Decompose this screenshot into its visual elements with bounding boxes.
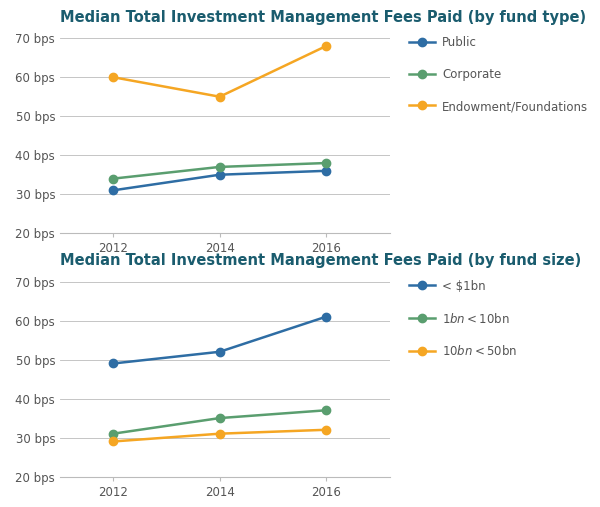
$1bn < $10bn (323, 407, 330, 413)
Public (216, 172, 223, 178)
Text: Median Total Investment Management Fees Paid (by fund size): Median Total Investment Management Fees … (60, 254, 581, 268)
Corporate (216, 164, 223, 170)
< $1bn (216, 349, 223, 355)
Text: Median Total Investment Management Fees Paid (by fund type): Median Total Investment Management Fees … (60, 10, 586, 25)
Public (110, 187, 117, 193)
Line: Corporate: Corporate (109, 159, 330, 183)
Line: $1bn < $10bn: $1bn < $10bn (109, 406, 330, 438)
Endowment/Foundations (216, 94, 223, 100)
$10bn < $50bn (216, 430, 223, 437)
Legend: < $1bn, $1bn < $10bn, $10bn < $50bn: < $1bn, $1bn < $10bn, $10bn < $50bn (409, 280, 517, 358)
Legend: Public, Corporate, Endowment/Foundations: Public, Corporate, Endowment/Foundations (409, 37, 588, 113)
Corporate (323, 160, 330, 166)
$10bn < $50bn (110, 439, 117, 445)
Corporate (110, 175, 117, 182)
Public (323, 168, 330, 174)
$1bn < $10bn (110, 430, 117, 437)
$10bn < $50bn (323, 427, 330, 433)
Line: $10bn < $50bn: $10bn < $50bn (109, 425, 330, 446)
Line: Endowment/Foundations: Endowment/Foundations (109, 42, 330, 101)
< $1bn (323, 314, 330, 320)
Endowment/Foundations (323, 43, 330, 49)
Line: < $1bn: < $1bn (109, 312, 330, 368)
Endowment/Foundations (110, 74, 117, 80)
$1bn < $10bn (216, 415, 223, 421)
< $1bn (110, 360, 117, 367)
Line: Public: Public (109, 167, 330, 195)
